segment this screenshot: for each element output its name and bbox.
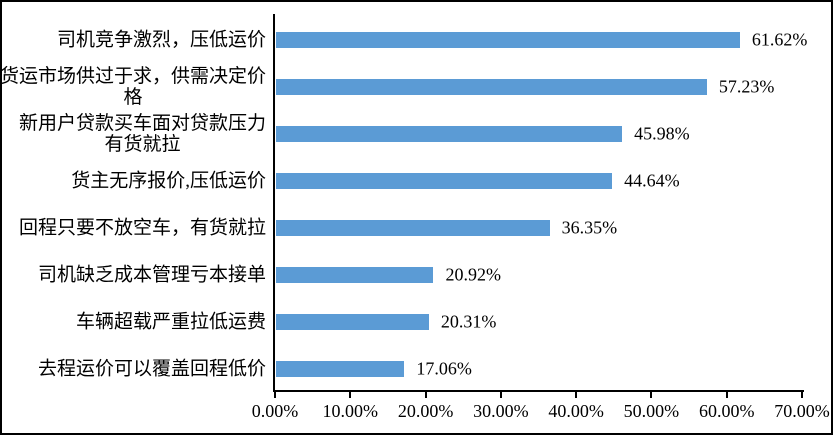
x-axis-tick-label: 60.00% — [698, 401, 755, 421]
category-label: 货主无序报价,压低运价 — [71, 170, 266, 191]
bar — [276, 313, 429, 330]
bar — [276, 31, 740, 48]
value-axis-line — [273, 390, 804, 392]
x-axis-tick-label: 30.00% — [473, 401, 529, 421]
x-axis-tick-mark — [424, 392, 427, 398]
x-axis-tick-mark — [499, 392, 502, 398]
x-axis-tick-label: 40.00% — [548, 401, 604, 421]
category-label: 司机缺乏成本管理亏本接单 — [37, 264, 266, 285]
category-label: 回程只要不放空车，有货就拉 — [18, 217, 266, 238]
x-axis-tick-mark — [650, 392, 653, 398]
x-axis-tick-mark — [725, 392, 728, 398]
x-axis-tick-mark — [801, 392, 803, 398]
x-axis-tick-label: 50.00% — [623, 401, 680, 421]
value-label: 61.62% — [751, 29, 808, 49]
value-label: 36.35% — [561, 217, 618, 237]
x-axis-tick-mark — [575, 392, 578, 398]
bar — [276, 219, 550, 236]
value-label: 44.64% — [624, 170, 680, 190]
category-label: 货运市场供过于求，供需决定价格 — [0, 65, 266, 108]
bar — [276, 125, 623, 142]
bar — [276, 78, 707, 95]
category-label: 去程运价可以覆盖回程低价 — [37, 358, 266, 379]
category-axis-line — [273, 14, 275, 392]
category-label: 司机竞争激烈，压低运价 — [56, 29, 266, 50]
value-label: 45.98% — [634, 123, 690, 143]
value-label: 17.06% — [416, 358, 472, 378]
category-label: 新用户贷款买车面对贷款压力 有货就拉 — [18, 112, 266, 155]
value-label: 57.23% — [718, 76, 775, 96]
x-axis-tick-label: 70.00% — [774, 401, 830, 421]
x-axis-tick-mark — [274, 392, 276, 398]
x-axis-tick-label: 0.00% — [251, 401, 299, 421]
x-axis-tick-label: 20.00% — [397, 401, 454, 421]
bar — [276, 266, 434, 283]
value-label: 20.31% — [440, 311, 497, 331]
bar — [276, 172, 613, 189]
category-label: 车辆超载严重拉低运费 — [75, 311, 266, 332]
value-label: 20.92% — [445, 264, 501, 284]
bar — [276, 360, 405, 377]
x-axis-tick-label: 10.00% — [322, 401, 379, 421]
x-axis-tick-mark — [349, 392, 352, 398]
